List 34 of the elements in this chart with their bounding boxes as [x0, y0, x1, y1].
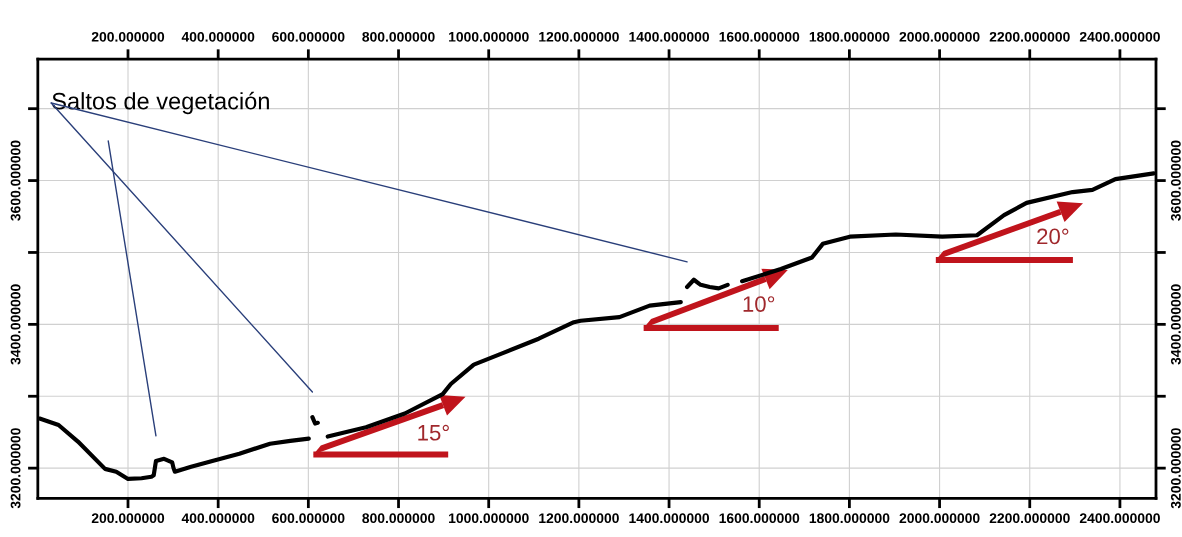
x-tick-label: 400.000000	[181, 513, 255, 524]
x2-tick-label: 1000.000000	[449, 31, 529, 42]
x2-tick-label: 2400.000000	[1079, 31, 1160, 42]
y2-tick-label: 3400.000000	[1170, 284, 1181, 365]
x-tick-label: 1400.000000	[629, 513, 710, 524]
y-tick-label: 3600.000000	[10, 140, 21, 221]
y2-tick-label: 3200.000000	[1170, 428, 1181, 509]
x-tick-label: 2400.000000	[1079, 513, 1160, 524]
x-tick-label: 600.000000	[272, 513, 345, 524]
x2-tick-label: 1600.000000	[719, 31, 800, 42]
x-tick-label: 2000.000000	[899, 513, 980, 524]
annotation: 10°	[743, 296, 775, 312]
annotation: Saltos de vegetación	[52, 91, 269, 115]
x-tick-label: 800.000000	[362, 513, 435, 524]
x2-tick-label: 400.000000	[181, 31, 255, 42]
y-tick-label: 3400.000000	[10, 284, 21, 365]
y2-tick-label: 3600.000000	[1170, 140, 1181, 221]
x2-tick-label: 1800.000000	[809, 31, 890, 42]
x-tick-label: 1000.000000	[449, 513, 529, 524]
x2-tick-label: 2000.000000	[899, 31, 980, 42]
annotation: 15°	[418, 424, 449, 441]
annotation: 20°	[1037, 228, 1069, 245]
x2-tick-label: 1400.000000	[629, 31, 710, 42]
x-tick-label: 1800.000000	[809, 513, 890, 524]
x2-tick-label: 2200.000000	[989, 31, 1070, 42]
x-tick-label: 2200.000000	[989, 513, 1070, 524]
x2-tick-label: 600.000000	[272, 31, 345, 42]
y-tick-label: 3200.000000	[10, 428, 21, 509]
x-tick-label: 1600.000000	[719, 513, 800, 524]
x2-tick-label: 1200.000000	[539, 31, 619, 42]
x-tick-label: 200.000000	[91, 513, 165, 524]
x2-tick-label: 200.000000	[91, 31, 165, 42]
x-tick-label: 1200.000000	[539, 513, 619, 524]
x2-tick-label: 800.000000	[362, 31, 435, 42]
